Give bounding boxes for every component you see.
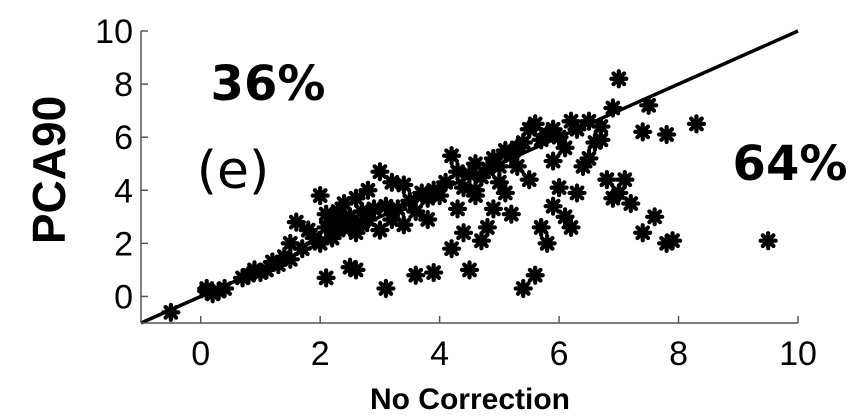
data-point [370, 220, 390, 240]
data-point [525, 265, 545, 285]
axes: 0 2 4 6 8 10 0 2 4 6 8 10 [95, 13, 817, 373]
data-point [537, 233, 557, 253]
data-point [645, 207, 665, 227]
x-axis-title: No Correction [370, 383, 570, 416]
data-point [633, 122, 653, 142]
data-point [662, 231, 683, 251]
data-point [459, 260, 480, 280]
y-tick-label: 2 [114, 225, 133, 263]
data-point [280, 249, 300, 269]
data-point [406, 201, 426, 222]
data-point [483, 199, 503, 219]
data-point [609, 183, 629, 203]
data-point [525, 114, 545, 134]
data-point [591, 130, 611, 150]
data-point [310, 185, 330, 206]
data-point [609, 69, 629, 89]
data-point [489, 172, 509, 192]
data-point [471, 231, 492, 251]
data-point [364, 199, 384, 219]
data-point [597, 170, 617, 190]
data-point [346, 188, 366, 208]
annotation-above-percent: 36% [211, 56, 326, 112]
y-axis-title: PCA90 [23, 96, 75, 244]
y-tick-label: 4 [114, 172, 133, 210]
data-point [507, 156, 527, 176]
x-tick-label: 0 [191, 335, 210, 373]
annotation-panel-tag: (e) [197, 141, 270, 201]
data-point [430, 185, 450, 206]
data-point [513, 132, 533, 153]
data-point [567, 183, 587, 203]
data-point [370, 162, 390, 182]
data-point [346, 260, 366, 280]
x-tick-label: 4 [430, 335, 449, 373]
data-point [406, 265, 426, 285]
data-point [197, 278, 217, 299]
data-point [531, 217, 551, 238]
data-point [358, 180, 378, 200]
data-point [161, 302, 181, 322]
data-point [561, 217, 581, 238]
data-point [215, 278, 235, 299]
data-point [501, 204, 521, 224]
data-point [286, 212, 306, 232]
data-point [465, 180, 486, 200]
data-point [513, 278, 533, 299]
x-tick-label: 6 [550, 335, 569, 373]
y-tick-label: 10 [95, 13, 133, 51]
data-point [758, 231, 778, 251]
data-point [453, 223, 474, 243]
data-point [424, 262, 444, 283]
y-tick-label: 0 [114, 278, 133, 316]
data-point [615, 170, 635, 190]
data-point [489, 156, 509, 176]
data-point [549, 178, 569, 198]
data-point [292, 239, 312, 259]
data-point [603, 98, 623, 118]
data-point [441, 239, 462, 259]
data-point [388, 199, 408, 219]
data-point [394, 175, 414, 195]
data-point [621, 193, 641, 214]
data-point [639, 95, 659, 115]
data-point [519, 170, 539, 190]
data-point [418, 209, 438, 230]
data-point [543, 196, 563, 216]
y-tick-label: 6 [114, 119, 133, 157]
x-tick-label: 8 [669, 335, 688, 373]
data-point [436, 172, 456, 192]
data-point [633, 223, 653, 243]
data-point [394, 215, 414, 235]
data-point [441, 146, 462, 166]
data-point [686, 114, 707, 134]
data-point [477, 217, 498, 238]
data-points [161, 69, 778, 322]
data-point [567, 119, 587, 139]
data-point [382, 172, 402, 192]
data-point [579, 148, 599, 169]
data-point [447, 162, 468, 182]
x-tick-label: 10 [779, 335, 817, 373]
data-point [316, 268, 336, 288]
data-point [376, 278, 396, 299]
data-point [447, 199, 468, 219]
data-point [656, 124, 677, 145]
x-tick-label: 2 [311, 335, 330, 373]
y-tick-label: 8 [114, 66, 133, 104]
data-point [543, 151, 563, 171]
data-point [555, 138, 575, 158]
annotation-below-percent: 64% [733, 136, 848, 192]
